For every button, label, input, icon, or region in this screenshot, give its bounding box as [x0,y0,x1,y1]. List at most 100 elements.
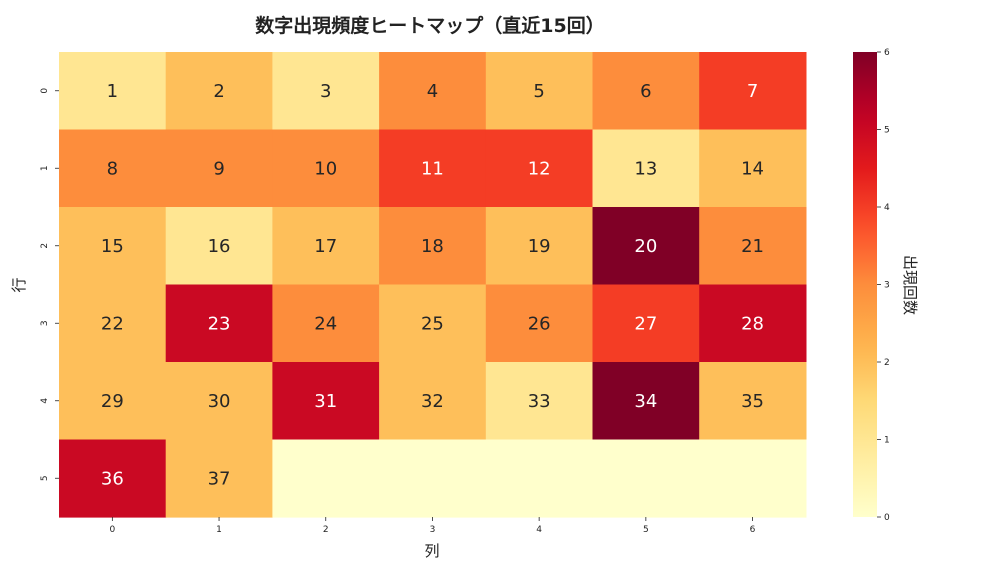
heatmap-cell [59,52,167,131]
heatmap-cell [165,362,273,441]
x-axis-label: 列 [424,542,439,560]
colorbar-label: 出現回数 [901,255,919,315]
colorbar-tick-label: 5 [884,126,890,136]
heatmap-cell [485,207,594,286]
heatmap-cell [165,129,273,208]
y-tick-label: 2 [40,243,50,249]
colorbar-tick-label: 1 [884,436,890,446]
cell-number-label: 26 [528,313,551,334]
cell-number-label: 16 [208,236,231,257]
cell-number-label: 24 [314,313,337,334]
y-tick-label: 4 [40,398,50,404]
x-tick-label: 0 [109,525,115,535]
cell-number-label: 22 [101,313,124,334]
colorbar-ticks: 0 1 2 3 4 5 6 [877,48,890,523]
heatmap-cell [379,207,487,286]
heatmap-cell [59,129,167,208]
heatmap-cell [272,207,380,286]
heatmap-cell [59,284,167,363]
heatmap-cell [485,439,594,518]
cell-number-label: 8 [107,158,118,179]
cell-number-label: 30 [208,391,231,412]
heatmap-cell [592,129,700,208]
y-tick-label: 5 [40,475,50,481]
heatmap-cell [699,52,807,131]
cell-number-label: 14 [741,158,764,179]
heatmap-cell [592,52,700,131]
heatmap-cell [699,439,807,518]
colorbar-tick-label: 6 [884,48,890,58]
heatmap-cell [165,439,273,518]
heatmap-cell [485,362,594,441]
heatmap-cell [485,284,594,363]
cell-number-label: 19 [528,236,551,257]
cell-number-label: 31 [314,391,337,412]
cell-number-label: 7 [747,81,758,102]
cell-number-label: 3 [320,81,331,102]
heatmap-cell [59,439,167,518]
colorbar [853,52,877,517]
cell-number-label: 15 [101,236,124,257]
cell-number-label: 6 [640,81,651,102]
heatmap-cell [699,129,807,208]
cell-number-label: 18 [421,236,444,257]
heatmap-cell [379,362,487,441]
heatmap-cell [485,52,594,131]
heatmap-cell [272,129,380,208]
cell-number-label: 36 [101,468,124,489]
cell-number-label: 25 [421,313,444,334]
cell-number-label: 1 [107,81,118,102]
cell-number-label: 27 [634,313,657,334]
heatmap-cell [272,362,380,441]
heatmap-cell [699,284,807,363]
cell-number-label: 28 [741,313,764,334]
cell-number-label: 21 [741,236,764,257]
colorbar-tick-label: 2 [884,358,890,368]
heatmap-cell [165,207,273,286]
x-tick-label: 6 [750,525,756,535]
chart-title: 数字出現頻度ヒートマップ（直近15回） [255,14,604,37]
colorbar-tick-label: 3 [884,281,890,291]
y-tick-label: 1 [40,165,50,171]
heatmap-cell [592,362,700,441]
heatmap-cell [272,52,380,131]
heatmap-cell [592,439,700,518]
cell-number-label: 5 [533,81,544,102]
cell-number-label: 13 [634,158,657,179]
cell-number-label: 20 [634,236,657,257]
x-axis-ticks: 0 1 2 3 4 5 6 [109,517,756,535]
heatmap-cell [379,129,487,208]
cell-number-label: 23 [208,313,231,334]
x-tick-label: 1 [216,525,222,535]
cell-number-label: 37 [208,468,231,489]
cell-number-label: 12 [528,158,551,179]
cell-number-label: 11 [421,158,444,179]
heatmap-cell [379,284,487,363]
colorbar-tick-label: 0 [884,513,890,523]
x-tick-label: 4 [536,525,542,535]
heatmap-cell [272,439,380,518]
cell-number-label: 35 [741,391,764,412]
x-tick-label: 3 [430,525,436,535]
cell-number-label: 29 [101,391,124,412]
cell-number-label: 10 [314,158,337,179]
cell-number-label: 9 [213,158,224,179]
y-axis-label: 行 [10,277,28,292]
x-tick-label: 5 [643,525,649,535]
heatmap-cell [485,129,594,208]
cell-number-label: 33 [528,391,551,412]
heatmap-cell [165,284,273,363]
y-tick-label: 0 [40,88,50,94]
heatmap-cell [272,284,380,363]
cell-number-label: 17 [314,236,337,257]
colorbar-tick-label: 4 [884,203,890,213]
x-tick-label: 2 [323,525,329,535]
heatmap-cell [592,207,700,286]
heatmap-cell [379,439,487,518]
cell-number-label: 4 [427,81,438,102]
heatmap-cell [379,52,487,131]
heatmap-cell [592,284,700,363]
heatmap-cell [699,362,807,441]
heatmap-cell [165,52,273,131]
